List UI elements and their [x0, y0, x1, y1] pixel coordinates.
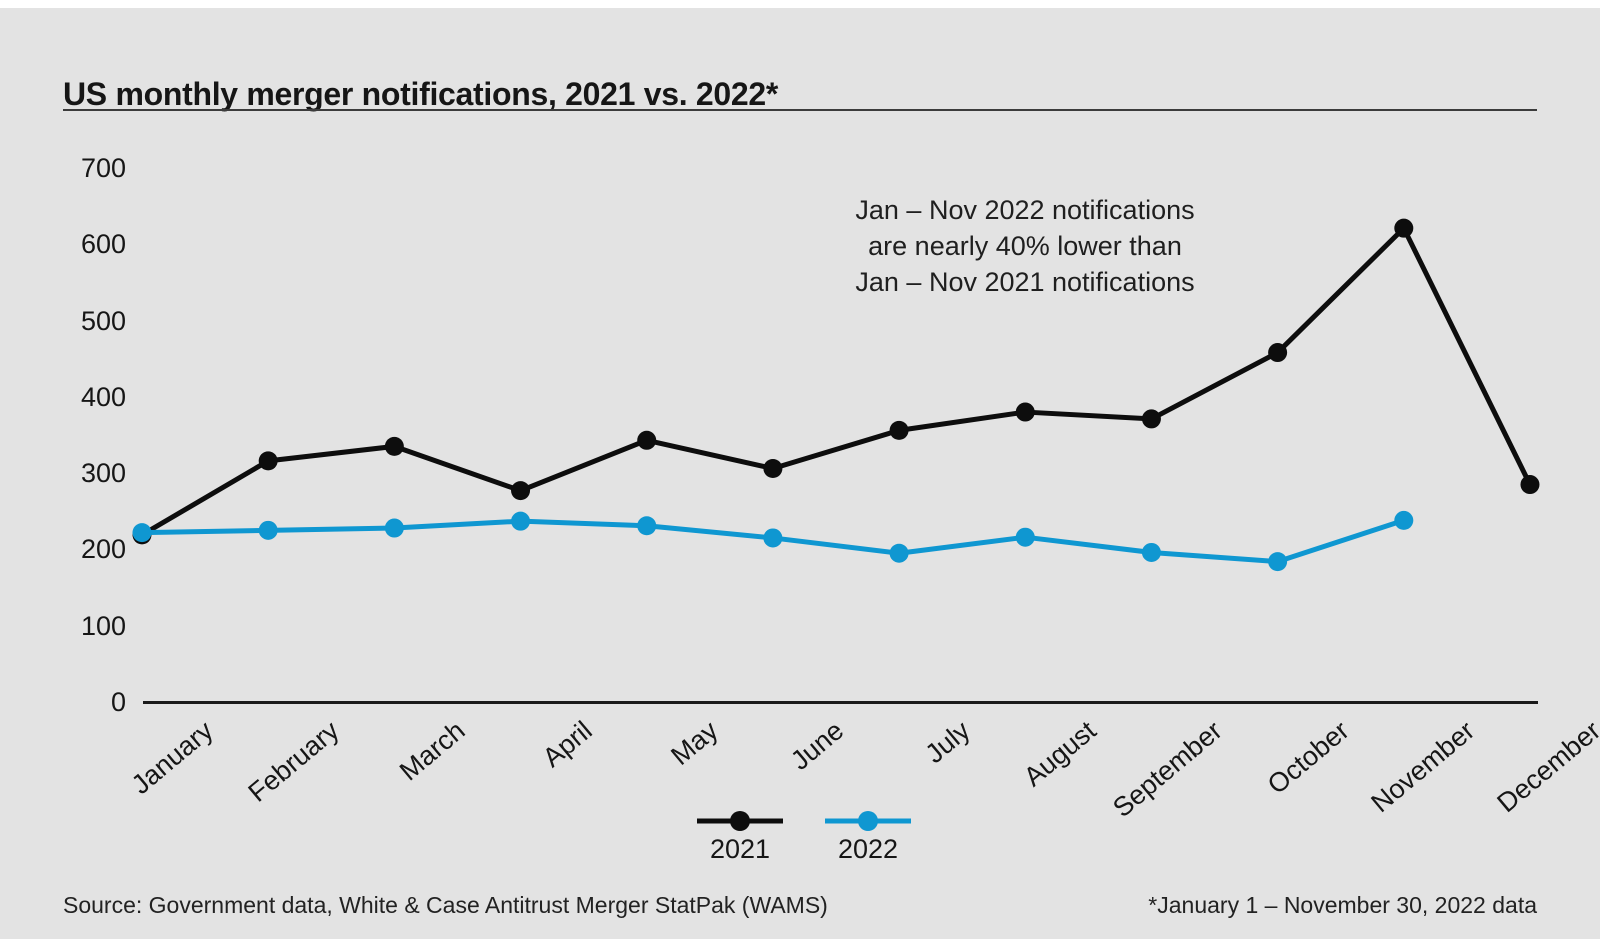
series-2021-line	[139, 225, 1533, 538]
data-point-2022-July	[889, 543, 909, 563]
y-tick-label-0: 0	[110, 687, 126, 717]
data-point-2022-February	[258, 520, 278, 540]
data-point-2022-January	[132, 523, 152, 543]
annotation-line: Jan – Nov 2021 notifications	[855, 267, 1195, 297]
data-point-2022-April	[511, 511, 531, 531]
legend-dot-2021	[730, 811, 750, 831]
legend-label-2022: 2022	[837, 834, 899, 864]
chart-annotation: Jan – Nov 2022 notifications are nearly …	[830, 192, 1220, 300]
data-point-2021-September	[1141, 409, 1161, 429]
data-point-2021-December	[1520, 475, 1540, 495]
top-white-strip	[0, 0, 1600, 8]
legend-dot-2022	[858, 811, 878, 831]
title-divider	[63, 109, 1537, 111]
data-point-2022-August	[1015, 527, 1035, 547]
data-point-2021-July	[889, 420, 909, 440]
data-point-2022-September	[1141, 542, 1161, 562]
y-tick-label-500: 500	[80, 305, 126, 336]
y-tick-label-300: 300	[80, 458, 126, 489]
data-point-2021-October	[1268, 343, 1288, 363]
data-point-2022-October	[1268, 552, 1288, 572]
data-point-2022-May	[637, 516, 657, 536]
data-point-2022-March	[384, 518, 404, 538]
data-point-2021-April	[511, 481, 531, 501]
footnote-text: *January 1 – November 30, 2022 data	[1148, 892, 1537, 918]
y-tick-label-400: 400	[80, 381, 126, 412]
source-text: Source: Government data, White & Case An…	[63, 892, 828, 918]
page-title: US monthly merger notifications, 2021 vs…	[63, 76, 779, 113]
y-tick-label-100: 100	[80, 610, 126, 641]
data-point-2022-June	[763, 528, 783, 548]
annotation-line: Jan – Nov 2022 notifications	[855, 195, 1195, 225]
y-tick-label-700: 700	[80, 152, 126, 183]
data-point-2021-August	[1015, 402, 1035, 422]
data-point-2021-June	[763, 459, 783, 479]
annotation-line: are nearly 40% lower than	[868, 231, 1182, 261]
data-point-2021-November	[1394, 218, 1414, 238]
y-tick-label-600: 600	[80, 229, 126, 260]
data-point-2021-March	[384, 436, 404, 456]
data-point-2021-May	[637, 430, 657, 450]
data-point-2022-November	[1394, 510, 1414, 530]
legend-label-2021: 2021	[709, 834, 771, 864]
y-tick-label-200: 200	[80, 534, 126, 565]
data-point-2021-February	[258, 451, 278, 471]
